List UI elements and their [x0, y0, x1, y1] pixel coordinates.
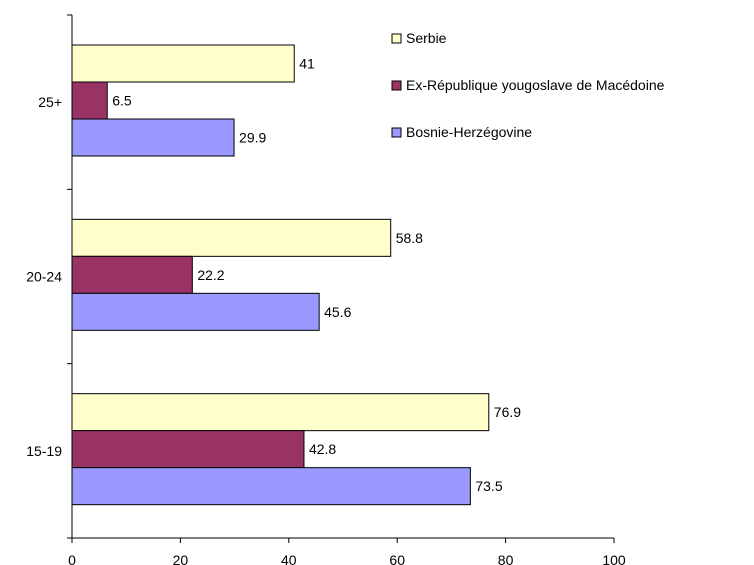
x-tick-label-40: 40 — [281, 552, 297, 565]
x-tick-label-60: 60 — [389, 552, 405, 565]
data-label-25+-series-2: 29.9 — [239, 130, 266, 146]
labels-group: 15-19 76.9 42.8 73.5 20-24 58.8 22.2 45.6 25+ 41 6… — [26, 56, 626, 565]
bar-15-19-series-0 — [71, 393, 490, 432]
data-label-25+-series-1: 6.5 — [112, 93, 132, 109]
data-label-20-24-series-0: 58.8 — [396, 230, 423, 246]
data-label-25+-series-0: 41 — [299, 56, 315, 72]
bar-20-24-series-1 — [71, 255, 193, 294]
legend-label-0: Serbie — [406, 30, 447, 46]
x-tick-label-20: 20 — [173, 552, 189, 565]
data-label-15-19-series-0: 76.9 — [494, 404, 521, 420]
category-label-15-19: 15-19 — [26, 443, 62, 459]
x-tick-label-100: 100 — [602, 552, 626, 565]
category-label-20-24: 20-24 — [26, 269, 62, 285]
ticks-group — [67, 14, 615, 543]
legend-label-2: Bosnie-Herzégovine — [406, 124, 532, 140]
bar-25+-series-2 — [71, 118, 235, 157]
bar-20-24-series-0 — [71, 218, 392, 257]
bars-group — [71, 44, 490, 506]
category-label-25+: 25+ — [38, 94, 62, 110]
legend-swatch-1 — [391, 80, 402, 91]
data-label-15-19-series-1: 42.8 — [309, 441, 336, 457]
bar-25+-series-1 — [71, 81, 108, 120]
bar-20-24-series-2 — [71, 292, 320, 331]
legend: Serbie Ex-République yougoslave de Macédo… — [391, 30, 665, 140]
axes-group — [71, 15, 614, 539]
bar-25+-series-0 — [71, 44, 295, 83]
data-label-20-24-series-2: 45.6 — [324, 304, 351, 320]
x-tick-label-0: 0 — [68, 552, 76, 565]
legend-swatch-2 — [391, 127, 402, 138]
data-label-20-24-series-1: 22.2 — [197, 267, 224, 283]
bar-15-19-series-2 — [71, 467, 471, 506]
data-label-15-19-series-2: 73.5 — [475, 478, 502, 494]
x-tick-label-80: 80 — [498, 552, 514, 565]
bar-15-19-series-1 — [71, 430, 305, 469]
legend-label-1: Ex-République yougoslave de Macédoine — [406, 77, 665, 93]
legend-swatch-0 — [391, 33, 402, 44]
